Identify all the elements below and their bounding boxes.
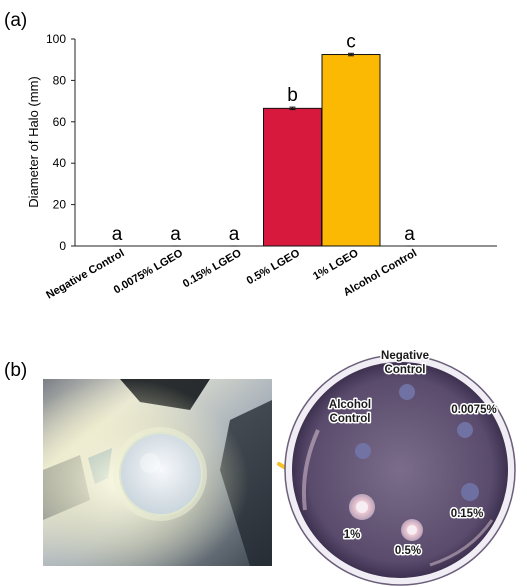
y-tick-label: 0 [59,239,66,253]
well-015 [461,483,479,501]
y-tick-label: 60 [53,115,67,129]
label-negative-line1: Negative [381,350,429,362]
label-05pct: 0.5% [395,545,421,557]
y-axis-label: Diameter of Halo (mm) [26,76,41,207]
significance-letter: a [112,224,123,245]
label-015: 0.15% [451,508,484,520]
bar [321,54,381,247]
category-label: 0.5% LGEO [245,247,303,287]
category-label: 0.15% LGEO [181,247,244,290]
label-alcohol-line2: Control [330,413,371,425]
panel-a-label: (a) [4,10,27,31]
well-negative-control [399,384,415,400]
y-tick-label: 100 [46,32,66,46]
bar [263,107,322,247]
panel-b-label: (b) [4,360,27,381]
well-05pct [407,525,417,535]
significance-letter: a [404,224,415,245]
well-0075 [457,422,473,438]
category-label: 1% LGEO [311,247,361,283]
y-tick-label: 20 [53,198,67,212]
well-alcohol-control [355,443,371,459]
category-label: Negative Control [44,247,126,301]
y-tick-label: 80 [53,73,67,87]
significance-letter: a [170,224,181,245]
y-tick-label: 40 [53,156,67,170]
zoom-photo [43,379,272,566]
petri-plate: Negative Control Alcohol Control 0.0075%… [284,349,516,586]
well-1pct [356,501,368,513]
label-alcohol-line1: Alcohol [329,399,371,411]
label-1pct: 1% [344,529,361,541]
bar-chart: 0 20 40 60 80 100 Diameter of Halo (mm) a a a b c… [26,31,497,302]
significance-letter: b [287,85,298,106]
significance-letter: c [346,31,356,52]
label-0075: 0.0075% [451,404,496,416]
label-negative-line2: Control [385,364,426,376]
significance-letter: a [229,224,240,245]
